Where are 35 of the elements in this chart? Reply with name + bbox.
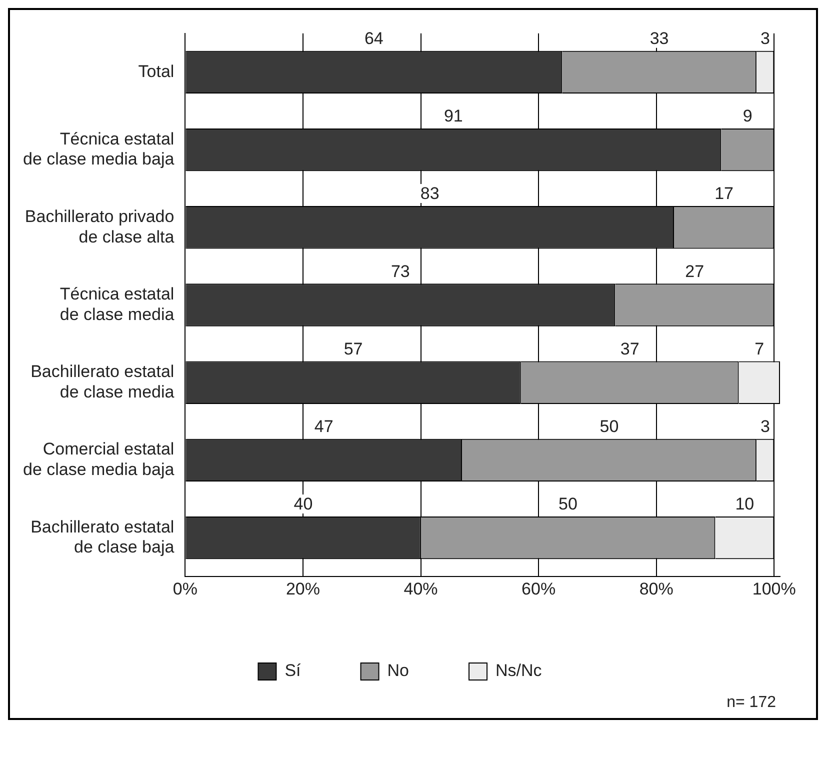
y-tick-label: Bachillerato estatal de clase media [30, 362, 175, 402]
y-tick-label: Técnica estatal de clase media baja [22, 129, 175, 169]
data-label: 33 [650, 29, 669, 48]
y-tick-label: Comercial estatal de clase media baja [22, 440, 175, 480]
legend-label: Ns/Nc [496, 661, 542, 680]
x-tick-label: 20% [286, 579, 320, 598]
legend-label: No [387, 661, 410, 680]
data-label: 17 [714, 184, 734, 204]
data-label: 91 [444, 106, 463, 126]
data-label: 7 [754, 339, 764, 358]
data-label: 27 [685, 262, 704, 281]
data-label: 3 [760, 417, 770, 436]
data-label: 50 [600, 417, 619, 436]
x-tick-label: 80% [639, 579, 674, 598]
y-tick-label: Bachillerato privado de clase alta [24, 206, 175, 246]
y-tick-label: Bachillerato estatal de clase baja [30, 517, 175, 557]
legend-label: Sí [284, 661, 302, 680]
x-tick-label: 0% [172, 579, 198, 598]
data-label: 50 [558, 494, 578, 514]
data-label: 83 [420, 184, 440, 204]
text: n= 172 [726, 693, 777, 713]
y-tick-label: Técnica estatal de clase media [60, 284, 175, 324]
data-label: 47 [314, 417, 334, 436]
data-label: 3 [760, 29, 770, 48]
x-tick-label: 60% [522, 579, 556, 598]
data-label: 73 [390, 262, 410, 281]
data-label: 57 [344, 339, 363, 358]
x-tick-label: 40% [404, 579, 438, 598]
data-label: 9 [742, 106, 752, 126]
y-tick-label: Total [138, 62, 174, 81]
data-label: 40 [294, 494, 313, 514]
x-tick-label: 100% [752, 579, 796, 598]
data-label: 10 [735, 494, 754, 514]
data-label: 64 [364, 29, 384, 48]
data-label: 37 [620, 339, 640, 358]
